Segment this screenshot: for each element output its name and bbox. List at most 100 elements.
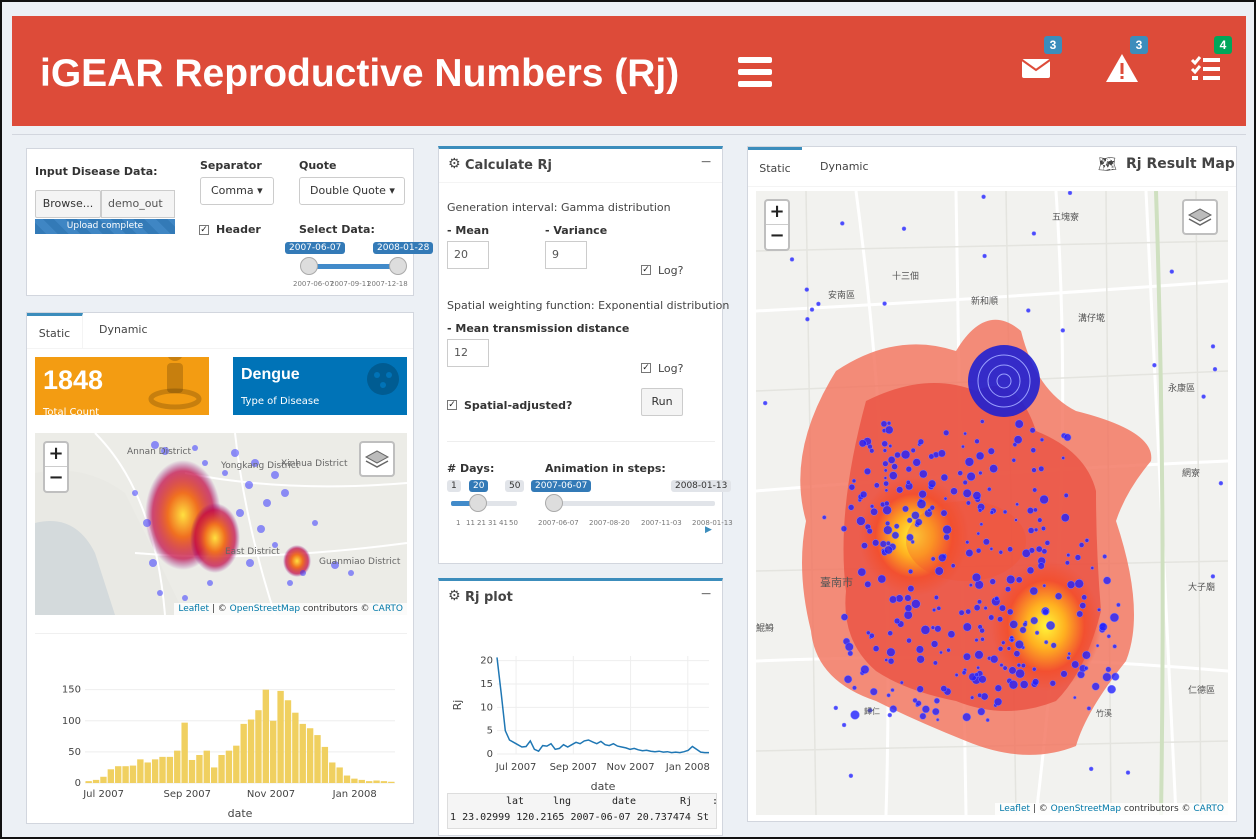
case-density-map[interactable]: Annan District Yongkang District Xinhua …: [35, 433, 407, 615]
case-marker: [887, 712, 893, 718]
case-marker: [887, 456, 896, 464]
zoom-out-button[interactable]: −: [48, 467, 64, 488]
leaflet-link[interactable]: Leaflet: [178, 604, 210, 614]
case-marker: [896, 486, 904, 494]
rj-result-map[interactable]: 五塊寮 十三佃 安南區 新和順 溝仔墘 永康區 網寮 臺南市 大子廟 鯤鯓 仁德…: [756, 191, 1228, 815]
header-checkbox-label: Header: [216, 223, 261, 236]
case-marker: [891, 531, 900, 540]
layers-control-icon[interactable]: [359, 441, 395, 477]
case-marker: [805, 316, 810, 322]
separator-select[interactable]: Comma ▾: [200, 177, 274, 205]
case-marker: [1034, 630, 1040, 636]
case-marker: [869, 504, 875, 509]
zoom-out-button[interactable]: −: [769, 225, 785, 246]
select-data-tick: 2007-09-11: [330, 280, 371, 288]
hist-bar: [247, 719, 255, 783]
mean-distance-input[interactable]: 12: [447, 339, 489, 367]
hist-bar: [115, 766, 122, 783]
select-data-to-handle[interactable]: [389, 257, 407, 275]
input-disease-data-label: Input Disease Data:: [35, 165, 158, 178]
hist-x-label: date: [228, 807, 253, 820]
case-marker: [989, 464, 998, 473]
zoom-in-button[interactable]: +: [766, 201, 788, 225]
tab-static[interactable]: Static: [748, 147, 802, 187]
case-marker: [816, 301, 821, 307]
days-value-label: 20: [469, 480, 489, 492]
alerts-warning-icon[interactable]: 3: [1104, 36, 1148, 86]
tasks-checklist-icon[interactable]: 4: [1188, 36, 1232, 86]
select-data-from-handle[interactable]: [300, 257, 318, 275]
animation-slider-handle[interactable]: [545, 494, 563, 512]
collapse-minus-icon[interactable]: −: [700, 154, 712, 170]
header-checkbox[interactable]: ✓: [199, 225, 209, 235]
case-marker: [979, 522, 984, 527]
total-count-box: 1848 Total Count: [35, 357, 209, 415]
upload-progress-bar: Upload complete: [35, 219, 175, 234]
case-marker: [1021, 548, 1031, 558]
case-marker: [907, 585, 915, 593]
quote-label: Quote: [299, 159, 337, 172]
case-marker: [1112, 644, 1117, 649]
messages-envelope-icon[interactable]: 3: [1018, 36, 1062, 86]
case-marker: [1015, 668, 1025, 679]
case-marker: [890, 688, 895, 693]
select-data-from-label: 2007-06-07: [285, 242, 346, 254]
case-marker: [904, 604, 913, 612]
spatial-adjusted-checkbox[interactable]: ✓: [447, 400, 457, 410]
hist-bar: [92, 779, 100, 783]
case-marker: [932, 707, 940, 716]
separator-label: Separator: [200, 159, 262, 172]
layers-control-icon[interactable]: [1182, 199, 1218, 235]
map-place-label: 安南區: [828, 291, 856, 301]
case-marker: [966, 471, 976, 482]
log-checkbox[interactable]: ✓: [641, 265, 651, 275]
carto-link[interactable]: CARTO: [372, 604, 403, 614]
mean-input[interactable]: 20: [447, 241, 489, 269]
case-marker: [877, 574, 887, 584]
case-marker: [859, 490, 868, 499]
row-extra: St: [696, 812, 709, 823]
tab-dynamic[interactable]: Dynamic: [99, 323, 148, 336]
tasks-count-badge: 4: [1214, 36, 1232, 54]
attribution-sep: | ©: [209, 604, 230, 614]
map-place-label: 大子廟: [1188, 583, 1216, 593]
zoom-in-button[interactable]: +: [45, 443, 67, 467]
tab-static[interactable]: Static: [27, 313, 83, 349]
case-marker: [990, 655, 999, 664]
case-marker: [947, 630, 956, 639]
tab-dynamic[interactable]: Dynamic: [820, 160, 869, 173]
leaflet-link[interactable]: Leaflet: [999, 804, 1031, 814]
case-marker: [1014, 518, 1018, 522]
case-marker: [861, 542, 868, 549]
case-marker: [881, 440, 888, 448]
hist-bar: [203, 750, 210, 783]
play-icon[interactable]: ▶: [705, 525, 712, 535]
case-marker: [940, 473, 949, 482]
quote-select[interactable]: Double Quote ▾: [299, 177, 405, 205]
osm-link[interactable]: OpenStreetMap: [229, 604, 301, 614]
carto-link[interactable]: CARTO: [1193, 804, 1224, 814]
case-marker: [906, 533, 914, 542]
animation-slider-track: [545, 501, 715, 506]
case-marker: [920, 625, 931, 635]
case-marker: [977, 692, 983, 698]
collapse-minus-icon[interactable]: −: [700, 586, 712, 602]
hist-bar: [174, 750, 181, 783]
case-marker: [884, 658, 889, 662]
sidebar-toggle-hamburger-icon[interactable]: [738, 57, 772, 87]
days-slider-handle[interactable]: [469, 494, 487, 512]
case-marker: [933, 595, 939, 600]
variance-input[interactable]: 9: [545, 241, 587, 269]
table-header-lng: lng: [553, 796, 572, 807]
case-marker: [1063, 492, 1069, 498]
case-marker: [915, 700, 922, 707]
hist-bar: [343, 775, 351, 783]
case-marker: [886, 693, 891, 698]
osm-link[interactable]: OpenStreetMap: [1050, 804, 1122, 814]
case-marker: [848, 483, 856, 491]
browse-button[interactable]: Browse...: [35, 190, 101, 218]
run-button[interactable]: Run: [641, 388, 683, 416]
hist-bar: [284, 700, 292, 783]
log2-checkbox[interactable]: ✓: [641, 363, 651, 373]
